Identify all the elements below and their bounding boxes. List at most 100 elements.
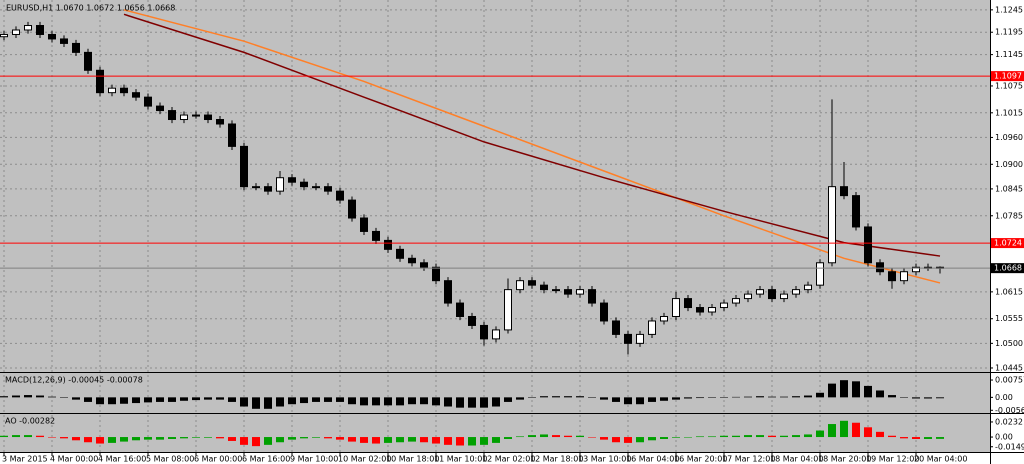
histogram-bar bbox=[180, 397, 188, 401]
ao-bar bbox=[432, 437, 440, 444]
ao-title: AO -0.00282 bbox=[5, 417, 55, 426]
ao-bar bbox=[612, 437, 620, 443]
ao-bar bbox=[660, 437, 668, 439]
ao-bar bbox=[744, 435, 752, 438]
histogram-bar bbox=[168, 397, 176, 402]
histogram-bar bbox=[744, 396, 752, 398]
candle-body bbox=[336, 190, 344, 201]
candle-body bbox=[684, 298, 692, 309]
candle-body bbox=[48, 33, 56, 40]
ao-bar bbox=[300, 437, 308, 439]
price-label: 1.0668 bbox=[994, 264, 1022, 273]
histogram-bar bbox=[756, 396, 764, 398]
y-tick-label: 1.0900 bbox=[995, 160, 1023, 169]
ao-bar bbox=[756, 435, 764, 438]
histogram-bar bbox=[528, 397, 536, 398]
histogram-bar bbox=[480, 397, 488, 408]
candle-body bbox=[828, 186, 836, 264]
ao-bar bbox=[12, 435, 20, 438]
ao-bar bbox=[648, 437, 656, 441]
x-tick-label: 4 Mar 00:00 bbox=[50, 455, 98, 464]
x-tick-label: 5 Mar 08:00 bbox=[146, 455, 194, 464]
candle-body bbox=[792, 289, 800, 295]
candle-body bbox=[708, 307, 716, 313]
histogram-bar bbox=[264, 397, 272, 409]
candle-body bbox=[312, 186, 320, 189]
candle-body bbox=[648, 320, 656, 335]
histogram-bar bbox=[912, 397, 920, 399]
candle-body bbox=[432, 266, 440, 282]
histogram-bar bbox=[672, 397, 680, 400]
histogram-bar bbox=[372, 397, 380, 406]
ao-bar bbox=[720, 435, 728, 438]
ao-bar bbox=[828, 424, 836, 438]
histogram-bar bbox=[684, 397, 692, 399]
ao-bar bbox=[912, 437, 920, 439]
x-tick-label: 19 Mar 12:00 bbox=[866, 455, 919, 464]
ao-bar bbox=[468, 437, 476, 446]
histogram-bar bbox=[852, 381, 860, 398]
moving-average bbox=[123, 9, 941, 284]
histogram-bar bbox=[780, 396, 788, 398]
candle-body bbox=[228, 123, 236, 147]
histogram-bar bbox=[600, 397, 608, 400]
histogram-bar bbox=[432, 397, 440, 406]
ao-bar bbox=[240, 437, 248, 445]
ao-bar bbox=[732, 435, 740, 438]
candle-body bbox=[672, 298, 680, 317]
ao-bar bbox=[780, 435, 788, 438]
ao-bar bbox=[108, 437, 116, 443]
time-scale-background bbox=[0, 452, 990, 464]
candle-body bbox=[492, 329, 500, 340]
ao-bar bbox=[72, 437, 80, 441]
histogram-bar bbox=[828, 383, 836, 398]
candle-body bbox=[852, 195, 860, 228]
ao-bar bbox=[372, 437, 380, 444]
candle-body bbox=[252, 186, 260, 189]
ao-bar bbox=[708, 436, 716, 438]
histogram-bar bbox=[348, 397, 356, 405]
candle-body bbox=[816, 262, 824, 286]
y-tick-label: 0.00 bbox=[995, 393, 1013, 402]
ao-bar bbox=[84, 437, 92, 443]
histogram-bar bbox=[492, 397, 500, 407]
ao-bar bbox=[204, 437, 212, 438]
candle-body bbox=[444, 280, 452, 304]
ao-bar bbox=[156, 437, 164, 440]
price-label-box bbox=[991, 238, 1024, 249]
ao-bar bbox=[852, 422, 860, 438]
candle-body bbox=[696, 307, 704, 313]
histogram-bar bbox=[768, 396, 776, 398]
y-tick-label: 1.1075 bbox=[995, 81, 1023, 90]
histogram-bar bbox=[612, 397, 620, 402]
ao-bar bbox=[396, 437, 404, 443]
price-label: 1.0724 bbox=[994, 239, 1022, 248]
ao-bar bbox=[684, 437, 692, 438]
histogram-bar bbox=[888, 395, 896, 398]
ao-bar bbox=[408, 437, 416, 442]
ao-bar bbox=[576, 435, 584, 438]
histogram-bar bbox=[624, 397, 632, 405]
histogram-bar bbox=[696, 397, 704, 399]
ao-bar bbox=[144, 437, 152, 440]
ao-bar bbox=[48, 437, 56, 438]
histogram-bar bbox=[456, 397, 464, 408]
x-tick-label: 6 Mar 16:00 bbox=[242, 455, 290, 464]
ao-bar bbox=[924, 437, 932, 439]
candle-body bbox=[756, 289, 764, 295]
y-tick-label: 0.00757 bbox=[995, 376, 1024, 385]
y-tick-label: 1.1195 bbox=[995, 28, 1023, 37]
histogram-bar bbox=[12, 395, 20, 398]
ao-bar bbox=[528, 435, 536, 438]
histogram-bar bbox=[276, 397, 284, 407]
histogram-bar bbox=[444, 397, 452, 407]
y-tick-label: 1.0615 bbox=[995, 287, 1023, 296]
histogram-bar bbox=[84, 397, 92, 402]
y-tick-label: 1.1145 bbox=[995, 50, 1023, 59]
histogram-bar bbox=[648, 397, 656, 402]
candle-body bbox=[912, 266, 920, 273]
histogram-bar bbox=[708, 397, 716, 398]
candle-body bbox=[204, 114, 212, 121]
histogram-bar bbox=[360, 397, 368, 406]
histogram-bar bbox=[864, 385, 872, 398]
